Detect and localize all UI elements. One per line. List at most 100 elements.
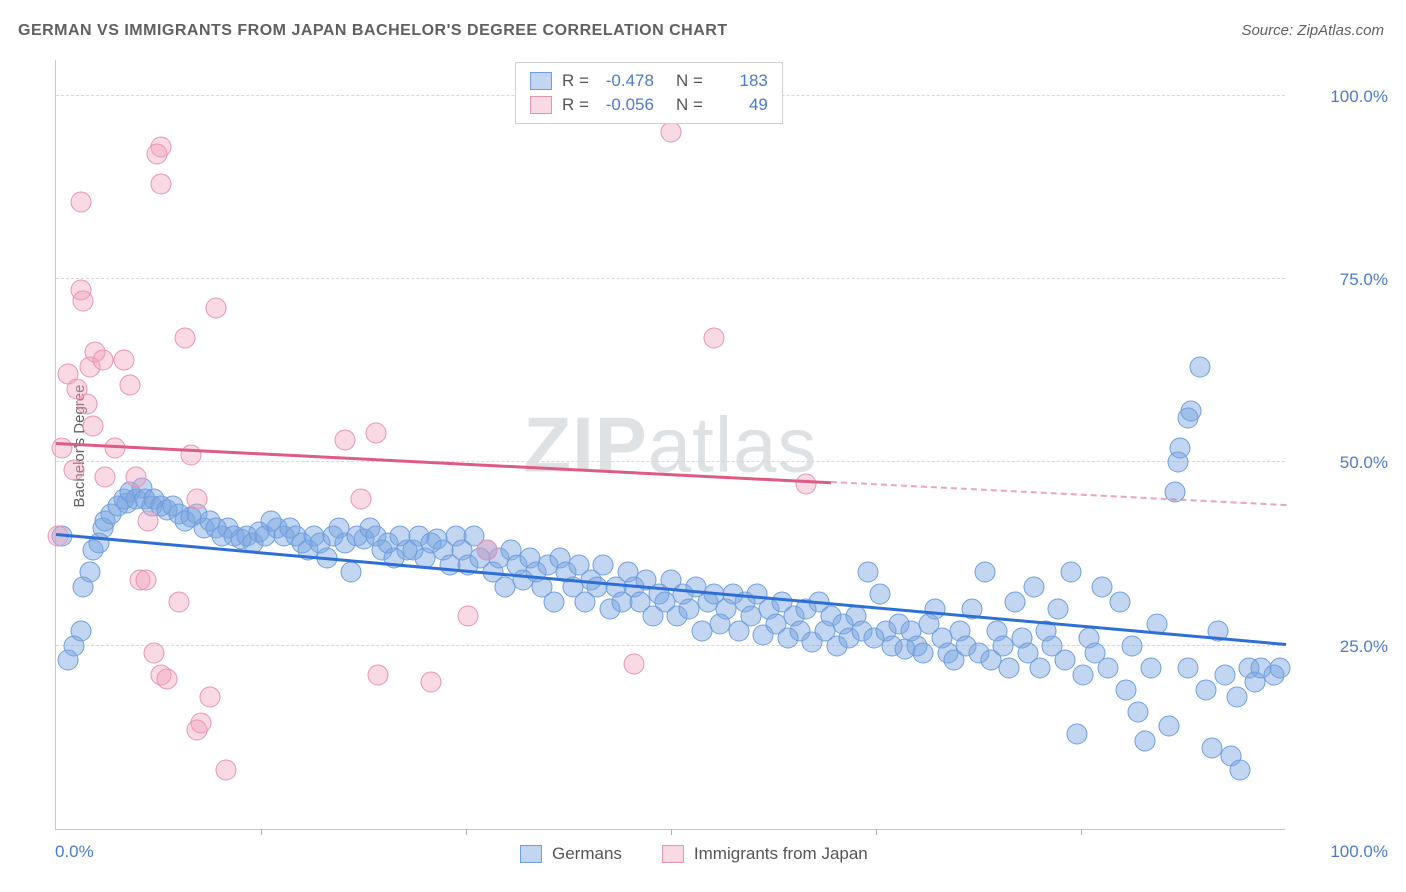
data-point	[1189, 357, 1210, 378]
legend-swatch	[530, 96, 552, 114]
data-point	[351, 489, 372, 510]
legend-n-label: N =	[676, 95, 703, 115]
gridline	[56, 461, 1285, 462]
data-point	[70, 621, 91, 642]
data-point	[73, 291, 94, 312]
data-point	[205, 298, 226, 319]
data-point	[52, 437, 73, 458]
data-point	[119, 375, 140, 396]
y-tick-label: 75.0%	[1340, 270, 1388, 290]
data-point	[191, 712, 212, 733]
legend-series-label: Germans	[552, 844, 622, 864]
data-point	[335, 430, 356, 451]
legend-series: Germans Immigrants from Japan	[520, 844, 868, 864]
data-point	[82, 415, 103, 436]
legend-swatch	[662, 845, 684, 863]
data-point	[1214, 665, 1235, 686]
data-point	[1230, 760, 1251, 781]
data-point	[999, 657, 1020, 678]
plot-area: ZIPatlas	[55, 60, 1285, 830]
data-point	[974, 562, 995, 583]
data-point	[458, 606, 479, 627]
data-point	[857, 562, 878, 583]
data-point	[95, 467, 116, 488]
data-point	[1196, 679, 1217, 700]
legend-stats-row: R =-0.478N =183	[530, 69, 768, 93]
data-point	[913, 643, 934, 664]
x-tick-mark	[466, 829, 467, 835]
data-point	[135, 569, 156, 590]
data-point	[1023, 577, 1044, 598]
legend-r-value: -0.478	[599, 71, 654, 91]
data-point	[1005, 591, 1026, 612]
y-tick-label: 50.0%	[1340, 453, 1388, 473]
data-point	[704, 327, 725, 348]
chart-title: GERMAN VS IMMIGRANTS FROM JAPAN BACHELOR…	[18, 22, 728, 40]
legend-series-item: Germans	[520, 844, 622, 864]
data-point	[76, 393, 97, 414]
data-point	[1091, 577, 1112, 598]
x-tick-mark	[261, 829, 262, 835]
data-point	[1128, 701, 1149, 722]
data-point	[1159, 716, 1180, 737]
data-point	[593, 555, 614, 576]
data-point	[1116, 679, 1137, 700]
data-point	[1140, 657, 1161, 678]
data-point	[368, 665, 389, 686]
data-point	[70, 192, 91, 213]
data-point	[144, 643, 165, 664]
data-point	[1060, 562, 1081, 583]
data-point	[187, 489, 208, 510]
legend-series-label: Immigrants from Japan	[694, 844, 868, 864]
data-point	[215, 760, 236, 781]
legend-swatch	[530, 72, 552, 90]
legend-swatch	[520, 845, 542, 863]
y-tick-label: 25.0%	[1340, 637, 1388, 657]
legend-r-label: R =	[562, 71, 589, 91]
data-point	[113, 349, 134, 370]
data-point	[1226, 687, 1247, 708]
y-tick-label: 100.0%	[1330, 87, 1388, 107]
legend-n-value: 183	[713, 71, 768, 91]
data-point	[1134, 731, 1155, 752]
data-point	[1066, 723, 1087, 744]
legend-r-value: -0.056	[599, 95, 654, 115]
data-point	[365, 423, 386, 444]
data-point	[1177, 657, 1198, 678]
data-point	[138, 511, 159, 532]
legend-stats-row: R = -0.056 N = 49	[530, 93, 768, 117]
data-point	[1054, 650, 1075, 671]
trend-line	[56, 442, 831, 484]
data-point	[476, 540, 497, 561]
data-point	[125, 467, 146, 488]
x-tick-mark	[876, 829, 877, 835]
data-point	[421, 672, 442, 693]
legend-n-value: 49	[713, 95, 768, 115]
data-point	[1122, 635, 1143, 656]
legend-r-label: R =	[562, 95, 589, 115]
source-attribution: Source: ZipAtlas.com	[1241, 22, 1384, 39]
watermark: ZIPatlas	[523, 399, 817, 490]
data-point	[796, 474, 817, 495]
data-point	[1030, 657, 1051, 678]
data-point	[341, 562, 362, 583]
x-axis-min-label: 0.0%	[55, 842, 94, 862]
legend-series-item: Immigrants from Japan	[662, 844, 868, 864]
data-point	[1170, 437, 1191, 458]
data-point	[1181, 401, 1202, 422]
data-point	[169, 591, 190, 612]
data-point	[175, 327, 196, 348]
x-tick-mark	[671, 829, 672, 835]
data-point	[199, 687, 220, 708]
x-tick-mark	[1081, 829, 1082, 835]
data-point	[661, 122, 682, 143]
data-point	[150, 173, 171, 194]
data-point	[92, 349, 113, 370]
gridline	[56, 278, 1285, 279]
data-point	[925, 599, 946, 620]
data-point	[146, 144, 167, 165]
data-point	[1109, 591, 1130, 612]
data-point	[156, 668, 177, 689]
x-axis-max-label: 100.0%	[1330, 842, 1388, 862]
data-point	[80, 562, 101, 583]
